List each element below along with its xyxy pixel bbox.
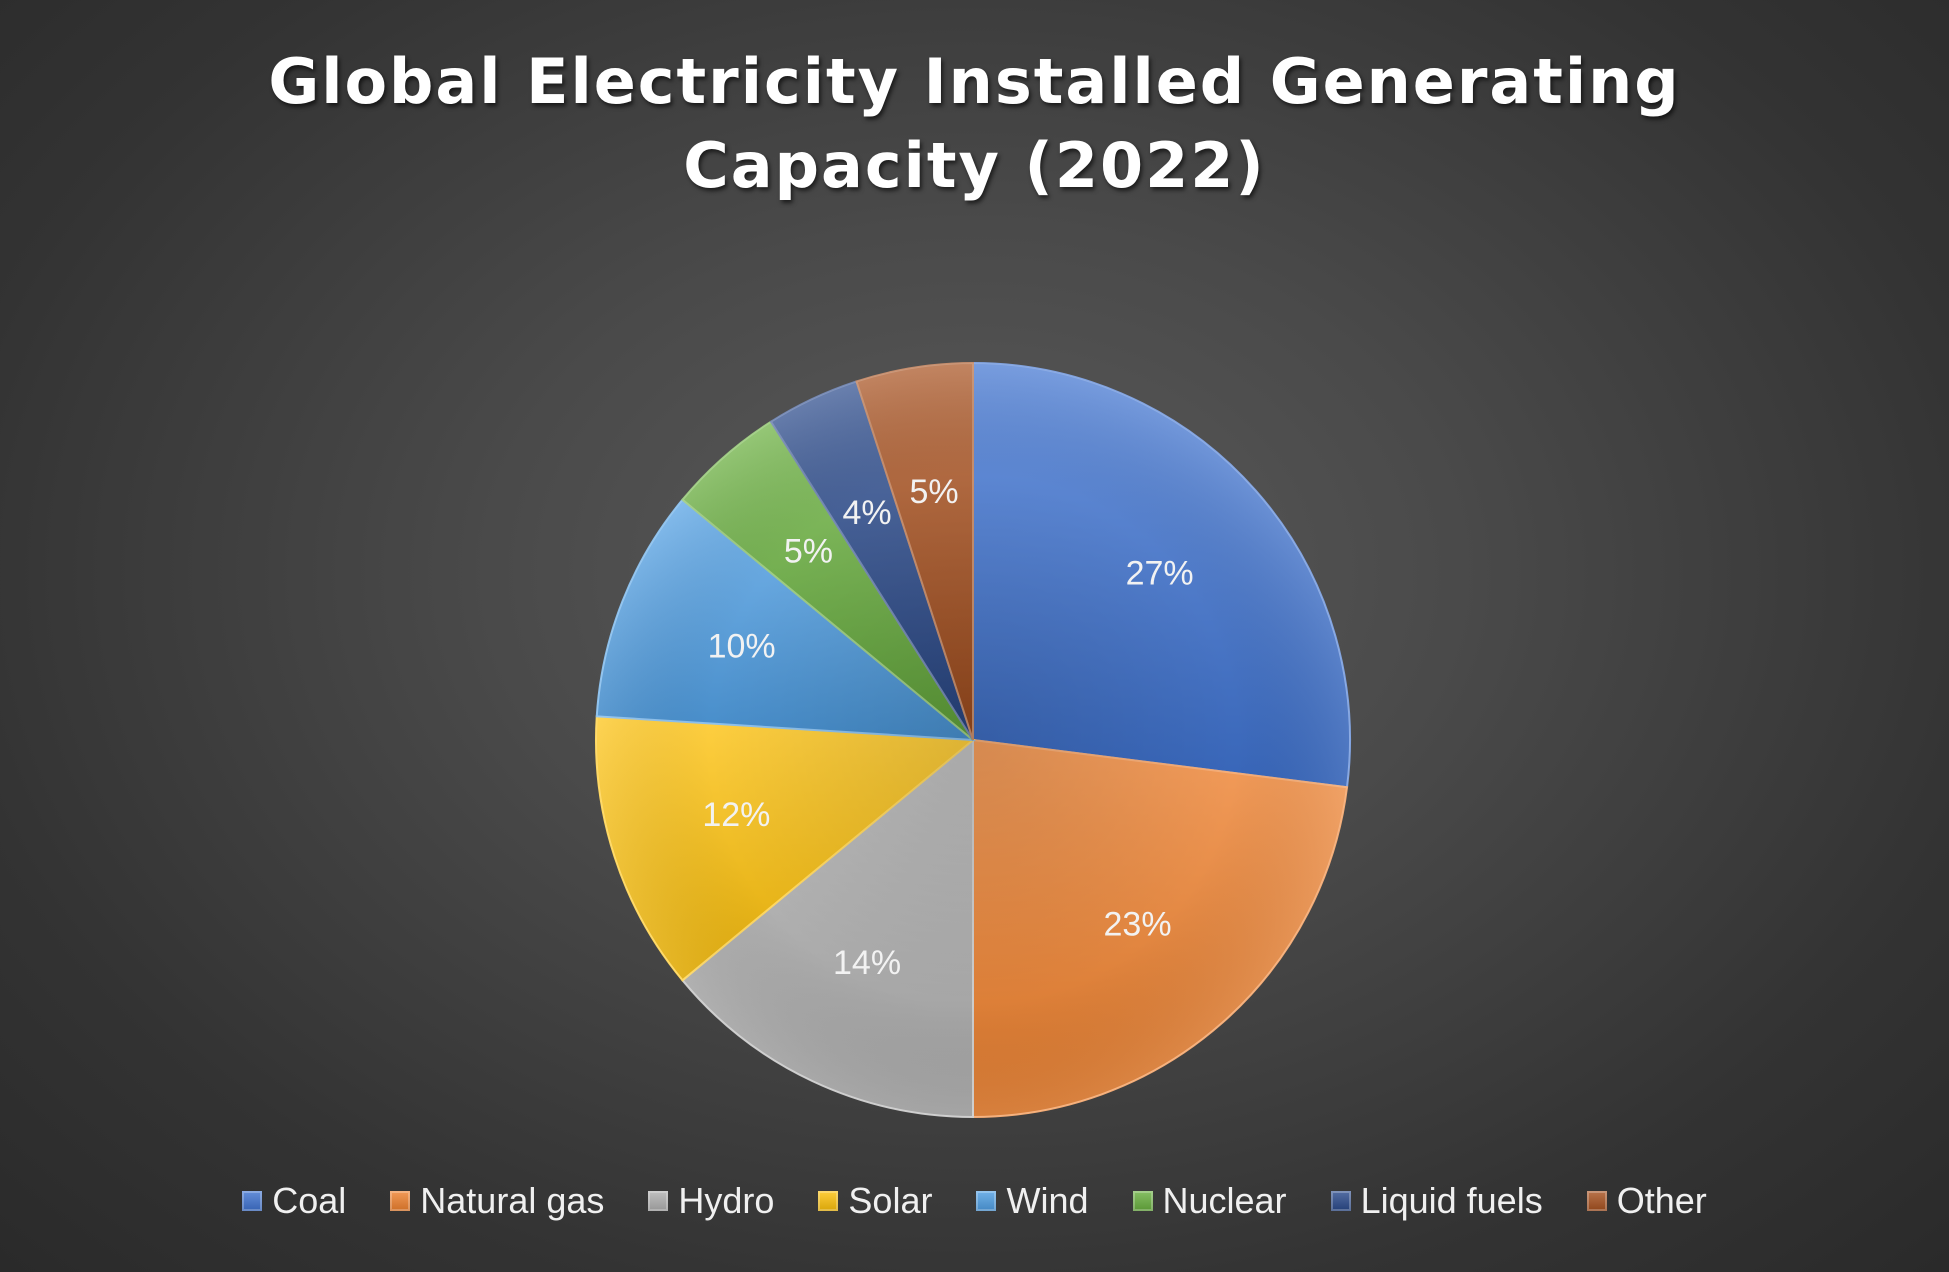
legend-swatch [390,1191,411,1211]
legend: Coal Natural gas Hydro Solar Wind Nuclear Liqu… [0,1180,1949,1222]
pie-slices [595,361,1352,1119]
legend-label: Coal [272,1180,347,1221]
legend-swatch [1586,1191,1607,1211]
pie-data-labels: 27%23%14%12%10%5%4%5% [702,473,1193,982]
legend-item-other: Other [1586,1180,1707,1222]
legend-item-nuclear: Nuclear [1132,1180,1287,1222]
legend-label: Solar [848,1180,933,1221]
data-label-coal: 27% [1126,554,1194,592]
data-label-natural-gas: 23% [1104,906,1172,944]
legend-swatch [1330,1191,1351,1211]
legend-label: Liquid fuels [1360,1180,1543,1221]
chart-title-line-2: Capacity (2022) [683,129,1266,202]
legend-swatch [648,1191,669,1211]
legend-item-solar: Solar [818,1180,932,1222]
data-label-liquid-fuels: 4% [842,494,891,532]
legend-swatch [1132,1191,1153,1211]
legend-swatch [242,1191,263,1211]
legend-label: Wind [1006,1180,1089,1221]
legend-swatch [818,1191,839,1211]
legend-item-wind: Wind [976,1180,1089,1222]
legend-label: Nuclear [1162,1180,1287,1221]
legend-item-hydro: Hydro [648,1180,774,1222]
chart-title-line-1: Global Electricity Installed Generating [268,45,1681,118]
legend-item-natural-gas: Natural gas [390,1180,604,1222]
data-label-nuclear: 5% [784,532,833,570]
data-label-hydro: 14% [833,944,901,982]
legend-item-coal: Coal [242,1180,346,1222]
data-label-solar: 12% [702,796,770,834]
chart-title: Global Electricity Installed Generating … [0,40,1949,208]
data-label-wind: 10% [708,627,776,665]
legend-swatch [976,1191,997,1211]
legend-item-liquid-fuels: Liquid fuels [1330,1180,1543,1222]
legend-label: Hydro [678,1180,775,1221]
legend-label: Natural gas [420,1180,605,1221]
data-label-other: 5% [910,473,959,511]
legend-label: Other [1616,1180,1707,1221]
